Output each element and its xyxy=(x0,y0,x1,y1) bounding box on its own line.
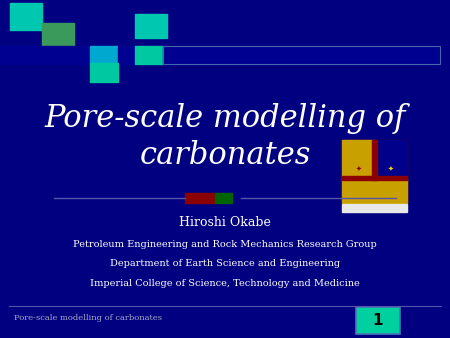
Bar xyxy=(0,46,90,64)
Bar xyxy=(90,46,118,64)
Bar xyxy=(215,193,232,203)
Text: Petroleum Engineering and Rock Mechanics Research Group: Petroleum Engineering and Rock Mechanics… xyxy=(73,240,377,248)
Bar xyxy=(342,176,407,180)
Bar xyxy=(185,193,199,203)
Bar xyxy=(342,140,407,203)
Text: Pore-scale modelling of
carbonates: Pore-scale modelling of carbonates xyxy=(44,103,406,171)
Bar xyxy=(342,204,407,212)
Bar xyxy=(342,140,374,179)
Text: Hiroshi Okabe: Hiroshi Okabe xyxy=(179,216,271,229)
Bar xyxy=(135,46,163,64)
Text: 1: 1 xyxy=(372,313,383,328)
Text: ✦: ✦ xyxy=(356,165,361,171)
Bar xyxy=(163,46,440,64)
Text: Pore-scale modelling of carbonates: Pore-scale modelling of carbonates xyxy=(14,314,162,322)
Bar xyxy=(342,179,407,203)
FancyBboxPatch shape xyxy=(356,307,400,334)
Text: Imperial College of Science, Technology and Medicine: Imperial College of Science, Technology … xyxy=(90,279,360,288)
Bar xyxy=(90,63,118,82)
Text: Department of Earth Science and Engineering: Department of Earth Science and Engineer… xyxy=(110,259,340,268)
Bar xyxy=(118,46,135,64)
Bar xyxy=(372,140,377,180)
Bar xyxy=(376,140,407,179)
Bar xyxy=(135,14,167,38)
Text: ✦: ✦ xyxy=(388,165,394,171)
Bar xyxy=(200,193,214,203)
Bar xyxy=(42,23,74,48)
Bar xyxy=(163,46,440,64)
Bar xyxy=(10,3,42,30)
